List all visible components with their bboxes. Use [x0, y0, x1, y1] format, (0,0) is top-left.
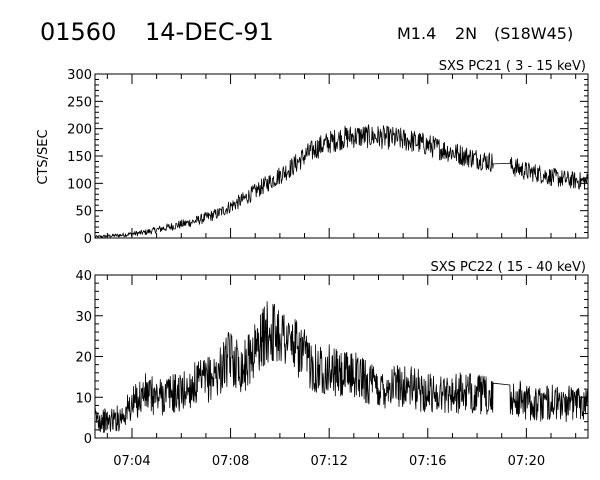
x-tick-label: 07:16: [409, 454, 446, 469]
y-tick-label-pc22: 10: [75, 391, 92, 406]
y-tick-label-pc22: 0: [84, 432, 92, 447]
panel-pc22: SXS PC22 ( 15 - 40 keV) 0 10 20 30 40 07:04 07…: [75, 260, 589, 469]
panel-pc21: SXS PC21 ( 3 - 15 keV) CTS/SEC 0 50 100 150…: [36, 59, 589, 247]
y-tick-label-pc21: 150: [67, 150, 92, 165]
y-axis-label-pc21: CTS/SEC: [36, 129, 51, 184]
y-tick-label-pc21: 0: [84, 232, 92, 247]
flare-location: (S18W45): [494, 24, 573, 43]
y-tick-label-pc21: 200: [67, 123, 92, 138]
light-curve-pc21: [94, 124, 588, 239]
panel-title-pc22: SXS PC22 ( 15 - 40 keV): [430, 260, 586, 275]
x-tick-label: 07:20: [508, 454, 545, 469]
flare-class: M1.4: [397, 24, 436, 43]
flare-importance: 2N: [455, 24, 477, 43]
event-number: 01560: [40, 18, 116, 46]
y-tick-label-pc21: 250: [67, 95, 92, 110]
y-tick-label-pc21: 300: [67, 68, 92, 83]
panel-title-pc21: SXS PC21 ( 3 - 15 keV): [439, 59, 586, 74]
x-tick-label: 07:12: [310, 454, 347, 469]
event-date: 14-DEC-91: [145, 18, 274, 46]
light-curve-pc22: [94, 301, 589, 433]
y-tick-label-pc22: 20: [75, 351, 92, 366]
y-tick-label-pc21: 50: [75, 205, 92, 220]
plot-frame-pc21: [94, 73, 589, 239]
x-tick-label: 07:04: [113, 454, 150, 469]
x-tick-label: 07:08: [212, 454, 249, 469]
y-tick-label-pc22: 40: [75, 269, 92, 284]
y-tick-label-pc22: 30: [75, 310, 92, 325]
y-tick-label-pc21: 100: [67, 177, 92, 192]
